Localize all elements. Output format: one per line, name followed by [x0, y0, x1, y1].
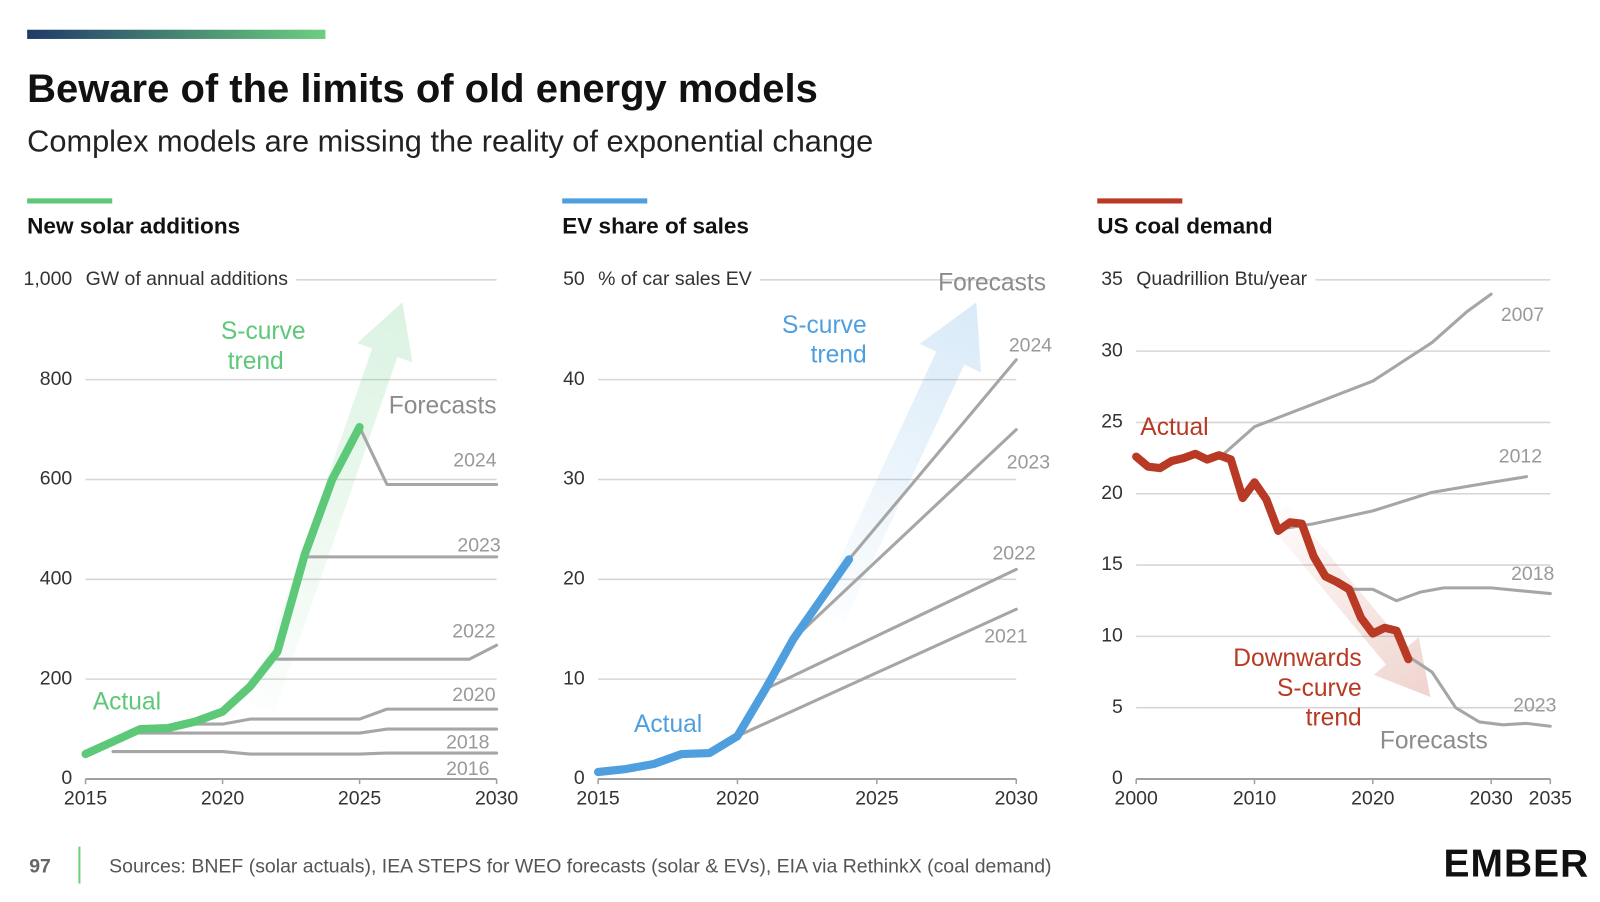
x-tick-label: 2035 — [1529, 788, 1572, 810]
x-tick-label: 2000 — [1115, 788, 1158, 810]
y-tick-label: 10 — [1101, 625, 1123, 647]
series-label: Actual — [93, 689, 161, 716]
series-label: 2024 — [1009, 335, 1052, 357]
series-label: 2021 — [984, 626, 1027, 648]
series-label: 2023 — [1513, 694, 1556, 716]
forecast-line — [1276, 475, 1529, 531]
x-tick-label: 2030 — [1469, 788, 1512, 810]
series-label: 2018 — [446, 731, 489, 753]
subtitle: Complex models are missing the reality o… — [27, 124, 873, 159]
series-label: 2016 — [446, 758, 489, 780]
y-tick-label: 25 — [1101, 411, 1123, 433]
actual-line — [1132, 449, 1413, 664]
header-bar — [27, 29, 326, 39]
annotation: Forecasts — [1380, 728, 1488, 755]
y-axis-label: % of car sales EV — [598, 268, 752, 290]
actual-line — [593, 555, 854, 777]
y-tick-label: 200 — [40, 667, 73, 689]
y-axis-label: Quadrillion Btu/year — [1136, 268, 1307, 290]
x-tick-label: 2025 — [338, 788, 381, 810]
x-tick-label: 2020 — [716, 788, 759, 810]
series-label: 2020 — [452, 684, 495, 706]
y-tick-label: 40 — [563, 368, 585, 390]
annotation: S-curve trend — [221, 318, 306, 375]
forecast-line — [735, 607, 1018, 738]
actual-line — [81, 422, 364, 759]
chart-title: US coal demand — [1097, 214, 1272, 239]
y-tick-label: 30 — [1101, 339, 1123, 361]
x-tick-label: 2015 — [576, 788, 619, 810]
annotation: Downwards S-curve trend — [1233, 645, 1361, 731]
x-tick-label: 2025 — [855, 788, 898, 810]
series-label: 2024 — [453, 449, 496, 471]
y-tick-label: 0 — [574, 767, 585, 789]
x-tick-label: 2030 — [995, 788, 1038, 810]
series-label: 2022 — [452, 621, 495, 643]
y-tick-label: 400 — [40, 567, 73, 589]
forecast-line — [358, 425, 499, 487]
series-label: Actual — [634, 711, 702, 738]
page-number: 97 — [29, 855, 51, 877]
series-label: 2023 — [1007, 451, 1050, 473]
y-tick-label: 50 — [563, 268, 585, 290]
x-tick-label: 2015 — [64, 788, 107, 810]
x-tick-label: 2030 — [475, 788, 518, 810]
y-axis-label: GW of annual additions — [86, 268, 289, 290]
forecast-line — [763, 567, 1018, 691]
forecast-line — [1347, 586, 1552, 603]
forecast-line — [138, 727, 499, 735]
y-tick-label: 20 — [1101, 482, 1123, 504]
chart-title: EV share of sales — [562, 214, 749, 239]
y-tick-label: 10 — [563, 667, 585, 689]
y-tick-label: 600 — [40, 468, 73, 490]
series-label: Actual — [1140, 414, 1208, 441]
y-tick-label: 800 — [40, 368, 73, 390]
series-label: 2012 — [1499, 445, 1542, 467]
sources: Sources: BNEF (solar actuals), IEA STEPS… — [109, 855, 1051, 877]
series-label: 2018 — [1511, 563, 1554, 585]
forecast-line — [791, 428, 1018, 641]
trend-arrow — [1266, 503, 1431, 697]
title: Beware of the limits of old energy model… — [27, 67, 818, 111]
annotation: Forecasts — [389, 392, 497, 419]
forecast-line — [193, 707, 499, 726]
x-tick-label: 2020 — [1351, 788, 1394, 810]
x-tick-label: 2010 — [1233, 788, 1276, 810]
trend-arrow — [816, 302, 982, 622]
y-tick-label: 35 — [1101, 268, 1123, 290]
y-tick-label: 0 — [1112, 767, 1123, 789]
y-tick-label: 30 — [563, 468, 585, 490]
series-label: 2007 — [1501, 304, 1544, 326]
forecast-line — [847, 358, 1018, 561]
y-tick-label: 1,000 — [24, 268, 73, 290]
y-tick-label: 15 — [1101, 553, 1123, 575]
x-tick-label: 2020 — [201, 788, 244, 810]
y-tick-label: 0 — [61, 767, 72, 789]
y-tick-label: 20 — [563, 567, 585, 589]
forecast-line — [1217, 292, 1493, 460]
forecast-line — [275, 643, 499, 661]
forecast-line — [111, 750, 499, 756]
series-label: 2022 — [992, 543, 1035, 565]
annotation: S-curve trend — [782, 311, 867, 368]
chart-title: New solar additions — [27, 214, 240, 239]
forecast-line — [1406, 654, 1552, 728]
annotation: Forecasts — [938, 269, 1046, 296]
y-tick-label: 5 — [1112, 696, 1123, 718]
series-label: 2023 — [457, 534, 500, 556]
logo: EMBER — [1444, 842, 1590, 885]
